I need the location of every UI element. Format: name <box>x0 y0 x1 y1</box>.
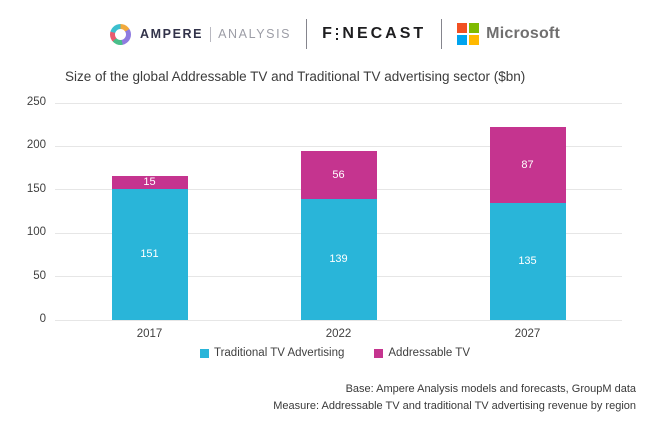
bar-value-label: 56 <box>332 168 345 181</box>
gridline-0 <box>55 319 622 321</box>
bar-2017: 151 15 <box>111 175 188 320</box>
ampere-donut-icon <box>110 23 131 45</box>
y-tick-150: 150 <box>26 182 46 195</box>
ampere-wordmark-divider <box>210 26 212 42</box>
bar-segment-2027-traditional-tv-advertising: 135 <box>489 202 566 320</box>
gridline-250 <box>55 102 622 104</box>
legend-swatch-icon <box>199 348 209 358</box>
logo-divider <box>306 19 308 49</box>
logo-divider <box>441 19 443 49</box>
legend-label: Addressable TV <box>388 347 471 359</box>
bar-2022: 139 56 <box>300 150 377 320</box>
finecast-wordmark-rest: NECAST <box>342 25 427 42</box>
finecast-logo: F NECAST <box>322 25 426 43</box>
bar-value-label: 87 <box>521 158 534 171</box>
legend-item-traditional-tv-advertising: Traditional TV Advertising <box>199 347 345 359</box>
legend-item-addressable-tv: Addressable TV <box>374 347 470 359</box>
bar-segment-2017-traditional-tv-advertising: 151 <box>111 188 188 320</box>
stacked-bar-chart: 0 50 100 150 200 250 151 15 139 56 135 87 2017 2022… <box>0 95 670 340</box>
ampere-analysis-wordmark: ANALYSIS <box>218 27 292 41</box>
plot-area: 151 15 139 56 135 87 <box>55 102 622 321</box>
bar-value-label: 15 <box>143 175 156 188</box>
y-tick-100: 100 <box>26 226 46 239</box>
finecast-dotted-i-icon <box>335 27 339 41</box>
microsoft-logo: Microsoft <box>457 23 560 45</box>
finecast-wordmark-f: F <box>322 25 335 42</box>
microsoft-wordmark: Microsoft <box>486 25 560 42</box>
y-tick-200: 200 <box>26 139 46 152</box>
microsoft-squares-icon <box>457 23 480 45</box>
legend-label: Traditional TV Advertising <box>213 347 345 359</box>
y-tick-0: 0 <box>39 313 46 325</box>
bar-value-label: 139 <box>329 253 348 266</box>
chart-title: Size of the global Addressable TV and Tr… <box>65 69 526 84</box>
x-tick-2017: 2017 <box>136 328 163 340</box>
gridline-200 <box>55 145 622 147</box>
bar-segment-2022-addressable-tv: 56 <box>300 150 377 200</box>
x-tick-2022: 2022 <box>325 328 352 340</box>
bar-value-label: 135 <box>518 254 537 267</box>
bar-segment-2022-traditional-tv-advertising: 139 <box>300 199 377 320</box>
bar-value-label: 151 <box>140 247 159 260</box>
y-tick-50: 50 <box>33 269 46 282</box>
ampere-analysis-logo: AMPERE ANALYSIS <box>110 23 292 45</box>
logo-header: AMPERE ANALYSIS F NECAST Microsoft <box>0 16 670 52</box>
chart-legend: Traditional TV Advertising Addressable TV <box>0 347 670 359</box>
source-note-base: Base: Ampere Analysis models and forecas… <box>345 383 636 395</box>
legend-swatch-icon <box>374 348 384 358</box>
y-axis: 0 50 100 150 200 250 <box>0 96 46 325</box>
bar-segment-2017-addressable-tv: 15 <box>111 175 188 189</box>
y-tick-250: 250 <box>26 96 46 108</box>
source-notes: Base: Ampere Analysis models and forecas… <box>273 381 636 414</box>
x-tick-2027: 2027 <box>514 328 541 340</box>
bar-2027: 135 87 <box>489 127 566 320</box>
ampere-wordmark: AMPERE <box>140 27 204 41</box>
bar-segment-2027-addressable-tv: 87 <box>489 127 566 203</box>
source-note-measure: Measure: Addressable TV and traditional … <box>273 399 636 412</box>
